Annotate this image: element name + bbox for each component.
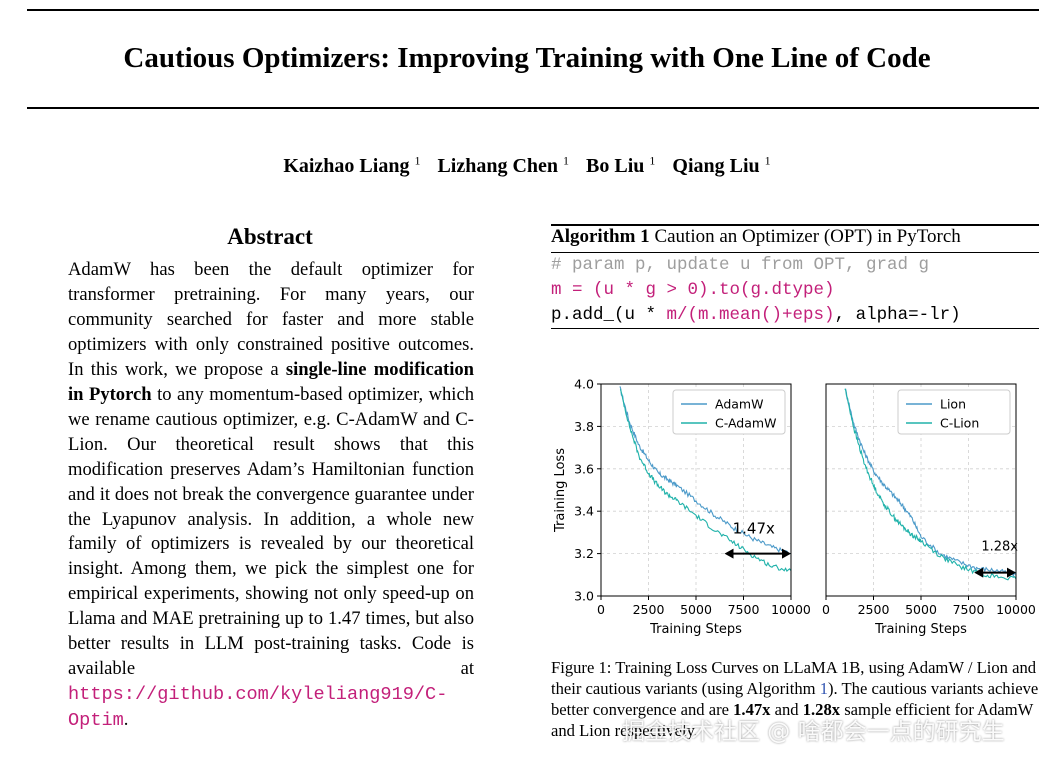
watermark: 掘金技术社区 @ 啥都会一点的研究生: [622, 719, 1005, 745]
algorithm-bottom-rule: [551, 328, 1039, 329]
x-axis-label: Training Steps: [874, 622, 967, 637]
author-list: Kaizhao Liang 1 Lizhang Chen 1 Bo Liu 1 …: [0, 153, 1054, 178]
paper-title: Cautious Optimizers: Improving Training …: [123, 42, 931, 74]
speedup-label: 1.28x: [981, 540, 1018, 555]
y-tick-label: 4.0: [574, 377, 594, 392]
series-line-lion: [844, 388, 1016, 578]
series-line-c-lion: [844, 388, 1016, 581]
y-tick-label: 3.8: [574, 419, 594, 434]
x-tick-label: 10000: [996, 602, 1036, 617]
abstract-body: AdamW has been the default optimizer for…: [68, 259, 475, 732]
y-axis-label: Training Loss: [553, 448, 568, 533]
x-tick-label: 0: [597, 602, 605, 617]
lion-panel: 0 2500 5000 7500 10000 Training Steps Lion C-Li…: [822, 383, 1036, 637]
code-line-update: p.add_(u * m/(m.mean()+eps), alpha=-lr): [551, 305, 961, 325]
abstract-bold: single-line modification in Pytorch: [68, 358, 474, 405]
top-rule: [27, 9, 1039, 11]
x-tick-label: 5000: [680, 602, 712, 617]
algorithm-top-rule: [551, 224, 1039, 226]
x-tick-label: 0: [822, 602, 830, 617]
series-line-c-adamw: [619, 389, 791, 573]
author: Kaizhao Liang 1: [283, 153, 421, 177]
title-rule: [27, 107, 1039, 109]
series-line-adamw: [619, 386, 791, 555]
legend-label: AdamW: [715, 397, 763, 412]
abstract-heading: Abstract: [227, 224, 313, 249]
figure-caption: Figure 1: Training Loss Curves on LLaMA …: [551, 658, 1039, 740]
algorithm-caption: Algorithm 1 Caution an Optimizer (OPT) i…: [551, 226, 961, 247]
legend-label: C-Lion: [940, 416, 979, 431]
y-tick-label: 3.6: [574, 461, 594, 476]
speedup-arrow-head: [782, 548, 791, 559]
adamw-panel: 0 2500 5000 7500 10000 3.0 3.2 3.4 3.6 3.8 4.0 Trai…: [553, 377, 811, 638]
x-tick-label: 7500: [728, 602, 760, 617]
code-line-mask: m = (u * g > 0).to(g.dtype): [551, 280, 835, 300]
x-tick-label: 10000: [771, 602, 811, 617]
author: Bo Liu 1: [586, 153, 656, 177]
legend-label: Lion: [940, 397, 966, 412]
y-tick-label: 3.2: [574, 546, 594, 561]
code-link[interactable]: https://github.com/kyleliang919/C-Optim: [68, 684, 448, 732]
speedup-arrow-head: [974, 567, 984, 578]
speedup-arrow-head: [724, 548, 734, 559]
x-tick-label: 2500: [858, 602, 890, 617]
legend-label: C-AdamW: [715, 416, 776, 431]
code-line-comment: # param p, update u from OPT, grad g: [551, 255, 930, 275]
loss-curves-figure: 0 2500 5000 7500 10000 3.0 3.2 3.4 3.6 3.8 4.0 Trai…: [553, 377, 1036, 638]
speedup-label: 1.47x: [733, 520, 775, 538]
algorithm-ref[interactable]: 1: [819, 679, 828, 698]
speedup-value: 1.47: [327, 608, 361, 630]
x-tick-label: 5000: [905, 602, 937, 617]
y-tick-label: 3.4: [574, 504, 594, 519]
x-axis-label: Training Steps: [649, 622, 742, 637]
y-tick-label: 3.0: [574, 589, 594, 604]
speedup-arrow-head: [1007, 567, 1016, 578]
x-tick-label: 2500: [633, 602, 665, 617]
author: Qiang Liu 1: [672, 153, 771, 177]
author: Lizhang Chen 1: [437, 153, 570, 177]
x-tick-label: 7500: [953, 602, 985, 617]
algorithm-mid-rule: [551, 252, 1039, 253]
